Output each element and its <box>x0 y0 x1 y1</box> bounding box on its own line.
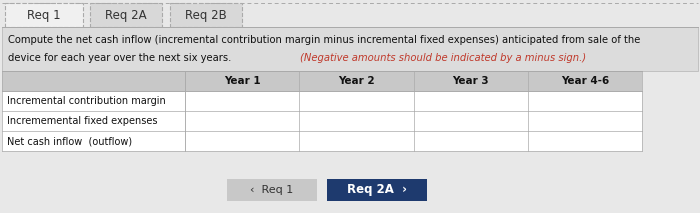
Bar <box>528 111 642 131</box>
Text: Compute the net cash inflow (incremental contribution margin minus incremental f: Compute the net cash inflow (incremental… <box>8 35 641 45</box>
Bar <box>414 71 528 91</box>
Text: Year 1: Year 1 <box>224 76 260 86</box>
Bar <box>170 3 242 27</box>
Bar <box>528 71 642 91</box>
Bar <box>528 131 642 151</box>
Bar <box>185 71 300 91</box>
Bar <box>5 3 83 27</box>
Text: Incrememental fixed expenses: Incrememental fixed expenses <box>7 116 158 126</box>
Bar <box>528 91 642 111</box>
Text: Req 1: Req 1 <box>27 9 61 22</box>
Bar <box>414 111 528 131</box>
Bar <box>227 179 317 201</box>
Text: Year 4-6: Year 4-6 <box>561 76 609 86</box>
Bar <box>2 91 185 111</box>
Text: Req 2A  ›: Req 2A › <box>347 184 407 197</box>
Bar <box>185 91 300 111</box>
Bar <box>414 131 528 151</box>
Bar <box>185 111 300 131</box>
Text: Req 2A: Req 2A <box>105 9 147 22</box>
Text: Req 2B: Req 2B <box>185 9 227 22</box>
Bar <box>300 131 414 151</box>
Bar <box>185 131 300 151</box>
Text: Net cash inflow  (outflow): Net cash inflow (outflow) <box>7 136 132 146</box>
Bar <box>300 111 414 131</box>
Text: (Negative amounts should be indicated by a minus sign.): (Negative amounts should be indicated by… <box>300 53 587 63</box>
Bar <box>2 111 185 131</box>
Bar <box>2 27 698 71</box>
Bar <box>414 91 528 111</box>
Bar <box>300 91 414 111</box>
Bar <box>2 71 185 91</box>
Text: device for each year over the next six years.: device for each year over the next six y… <box>8 53 234 63</box>
Text: Incremental contribution margin: Incremental contribution margin <box>7 96 166 106</box>
Bar <box>2 131 185 151</box>
Text: ‹  Req 1: ‹ Req 1 <box>251 185 293 195</box>
Bar <box>327 179 427 201</box>
Text: Year 2: Year 2 <box>338 76 374 86</box>
Bar <box>90 3 162 27</box>
Bar <box>300 71 414 91</box>
Text: Year 3: Year 3 <box>452 76 489 86</box>
